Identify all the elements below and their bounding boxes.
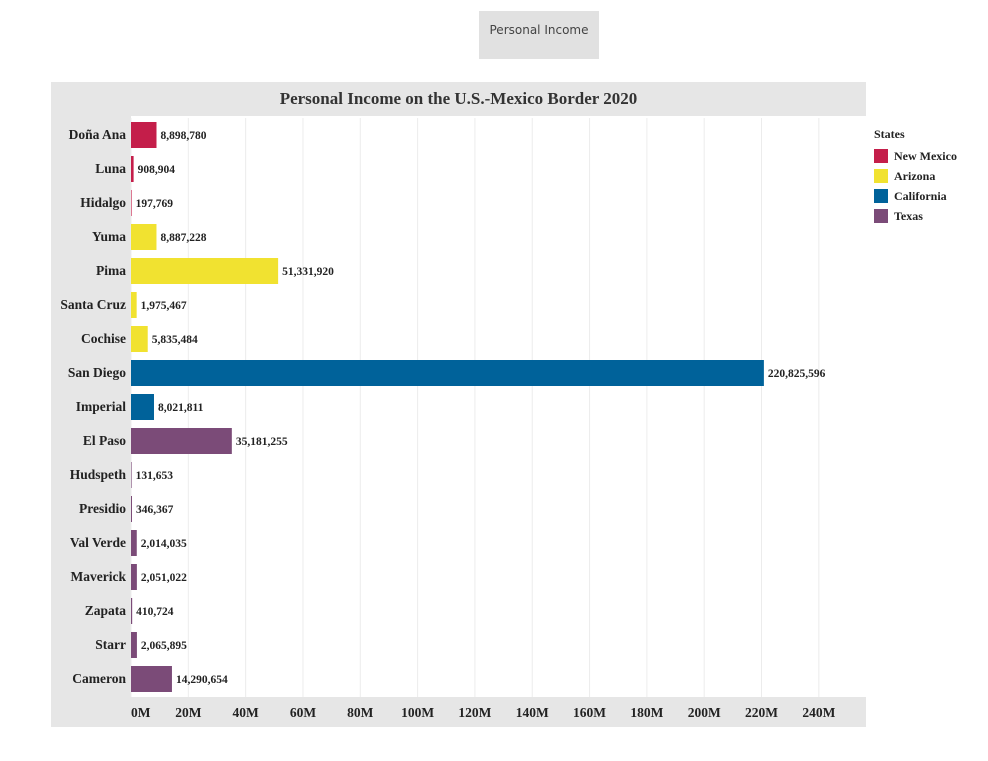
legend-swatch: [874, 149, 888, 163]
bar-value-label: 346,367: [136, 504, 174, 516]
grid-lines: [130, 118, 820, 697]
x-tick-label: 80M: [347, 705, 374, 720]
bar[interactable]: [131, 462, 132, 488]
bar[interactable]: [131, 156, 134, 182]
bar-value-label: 2,014,035: [141, 538, 187, 550]
x-tick-label: 100M: [401, 705, 434, 720]
x-tick-label: 220M: [745, 705, 778, 720]
bar-value-label: 51,331,920: [282, 266, 334, 278]
legend: States New Mexico Arizona California Texas: [874, 127, 957, 226]
x-tick-label: 200M: [688, 705, 721, 720]
bar[interactable]: [131, 428, 232, 454]
legend-swatch: [874, 169, 888, 183]
legend-item[interactable]: Texas: [874, 206, 957, 226]
bar-value-label: 5,835,484: [152, 334, 198, 346]
row-label: Hidalgo: [80, 195, 126, 210]
legend-label: Arizona: [894, 168, 936, 183]
bar[interactable]: [131, 224, 157, 250]
x-axis-panel: [51, 697, 866, 727]
row-label: Presidio: [79, 501, 126, 516]
bar-value-label: 14,290,654: [176, 674, 228, 686]
x-tick-label: 180M: [630, 705, 663, 720]
row-label: Starr: [95, 637, 126, 652]
bar[interactable]: [131, 292, 137, 318]
bar-value-label: 8,887,228: [160, 232, 206, 244]
bars: 8,898,780 908,904 197,769 8,887,228 51,331,9…: [131, 122, 826, 692]
row-label: Cameron: [72, 671, 126, 686]
bar[interactable]: [131, 530, 137, 556]
bar[interactable]: [131, 598, 133, 624]
legend-swatch: [874, 189, 888, 203]
bar-value-label: 35,181,255: [236, 436, 288, 448]
legend-swatch: [874, 209, 888, 223]
row-label: Hudspeth: [69, 467, 126, 482]
bar-value-label: 410,724: [136, 606, 174, 618]
bar[interactable]: [131, 496, 132, 522]
row-label: Santa Cruz: [60, 297, 126, 312]
bar[interactable]: [131, 326, 148, 352]
legend-item[interactable]: New Mexico: [874, 146, 957, 166]
row-label: Doña Ana: [68, 127, 126, 142]
bar[interactable]: [131, 632, 137, 658]
row-label: Imperial: [75, 399, 126, 414]
x-axis-ticks: 0M 20M 40M 60M 80M 100M 120M 140M 160M 180M 200M 22…: [131, 705, 836, 720]
bar[interactable]: [131, 122, 157, 148]
legend-label: Texas: [894, 208, 923, 223]
x-tick-label: 140M: [516, 705, 549, 720]
legend-title: States: [874, 127, 905, 141]
x-tick-label: 20M: [175, 705, 202, 720]
legend-item[interactable]: Arizona: [874, 166, 957, 186]
row-label: Maverick: [70, 569, 126, 584]
row-label: Pima: [96, 263, 126, 278]
bar-value-label: 1,975,467: [141, 300, 187, 312]
personal-income-tab[interactable]: Personal Income: [479, 11, 599, 59]
bar-value-label: 8,898,780: [161, 130, 207, 142]
x-tick-label: 120M: [458, 705, 491, 720]
bar-value-label: 2,051,022: [141, 572, 187, 584]
bar[interactable]: [131, 666, 172, 692]
bar-value-label: 8,021,811: [158, 402, 204, 414]
chart-title: Personal Income on the U.S.-Mexico Borde…: [51, 82, 866, 116]
chart-title-text: Personal Income on the U.S.-Mexico Borde…: [279, 89, 638, 108]
row-label: Yuma: [91, 229, 126, 244]
x-tick-label: 40M: [233, 705, 260, 720]
bar[interactable]: [131, 190, 132, 216]
x-tick-label: 60M: [290, 705, 317, 720]
row-label: El Paso: [82, 433, 126, 448]
bar-value-label: 2,065,895: [141, 640, 187, 652]
bar[interactable]: [131, 360, 764, 386]
row-label: Zapata: [84, 603, 126, 618]
bar-value-label: 197,769: [136, 198, 174, 210]
bar[interactable]: [131, 394, 154, 420]
bar[interactable]: [131, 258, 279, 284]
bar[interactable]: [131, 564, 137, 590]
row-label: San Diego: [67, 365, 126, 380]
x-tick-label: 160M: [573, 705, 606, 720]
bar-value-label: 908,904: [138, 164, 176, 176]
legend-item[interactable]: California: [874, 186, 957, 206]
x-tick-label: 240M: [802, 705, 835, 720]
row-label: Cochise: [81, 331, 126, 346]
legend-label: New Mexico: [894, 148, 957, 163]
personal-income-tab-label: Personal Income: [489, 23, 589, 37]
bar-value-label: 220,825,596: [768, 368, 826, 380]
row-label-panel: [51, 116, 131, 697]
bar-value-label: 131,653: [136, 470, 174, 482]
legend-label: California: [894, 188, 947, 203]
row-label: Val Verde: [69, 535, 126, 550]
x-tick-label: 0M: [131, 705, 151, 720]
legend-items: New Mexico Arizona California Texas: [874, 146, 957, 226]
row-label: Luna: [95, 161, 126, 176]
